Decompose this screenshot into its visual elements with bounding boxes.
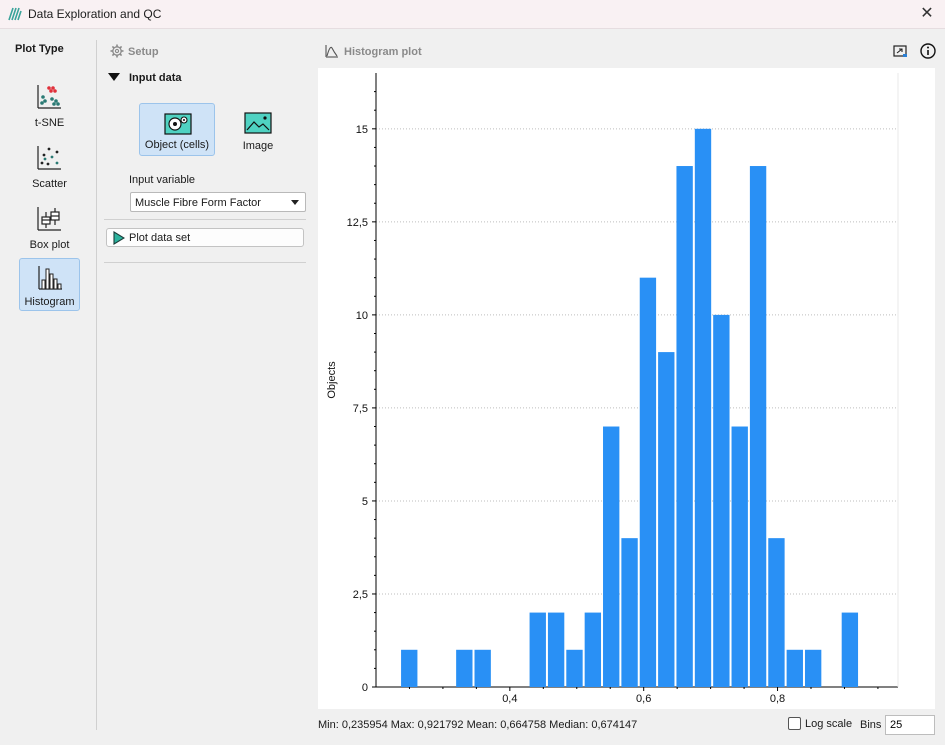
plot-type-label: t-SNE xyxy=(34,117,65,129)
input-variable-value: Muscle Fibre Form Factor xyxy=(135,197,261,209)
input-data-section-toggle[interactable]: Input data xyxy=(108,72,182,84)
app-logo-icon xyxy=(8,7,22,21)
plot-type-label: Scatter xyxy=(32,178,67,190)
histogram-bar xyxy=(658,352,675,687)
histogram-bar xyxy=(731,426,748,687)
bins-label: Bins xyxy=(860,719,882,731)
histogram-bar xyxy=(676,166,693,688)
y-tick-label: 5 xyxy=(362,496,368,508)
y-axis-label: Objects xyxy=(326,361,338,399)
bins-input[interactable] xyxy=(885,715,935,735)
plot-type-tsne[interactable]: t-SNE xyxy=(19,78,80,131)
export-icon[interactable] xyxy=(893,44,908,58)
title-bar: Data Exploration and QC ✕ xyxy=(0,0,945,29)
image-icon xyxy=(244,112,272,134)
setup-title: Setup xyxy=(128,46,159,58)
histogram-bar xyxy=(694,128,712,687)
close-button[interactable]: ✕ xyxy=(917,4,937,24)
close-icon: ✕ xyxy=(920,5,934,22)
y-tick-label: 12,5 xyxy=(347,217,368,229)
info-icon[interactable] xyxy=(920,43,936,59)
tsne-icon xyxy=(37,85,61,109)
collapse-arrow-icon xyxy=(108,73,120,81)
histogram-icon xyxy=(38,266,62,290)
x-tick-label: 0,4 xyxy=(502,693,517,705)
input-variable-select[interactable]: Muscle Fibre Form Factor xyxy=(130,192,306,212)
histogram-bar xyxy=(401,649,418,687)
setup-header: Setup xyxy=(110,44,159,58)
setup-panel: Setup Input data Object (cells) Image In… xyxy=(104,29,306,729)
play-icon xyxy=(113,231,125,245)
chevron-down-icon xyxy=(291,200,299,205)
plot-type-label: Box plot xyxy=(29,239,70,251)
log-scale-label: Log scale xyxy=(805,718,853,730)
histogram-chart: 0 2,5 5 7,5 10 12,5 15 0,4 0,6 0,8 Objects xyxy=(326,73,899,705)
plot-type-scatter[interactable]: Scatter xyxy=(19,139,80,192)
plot-type-label: Histogram xyxy=(24,296,75,308)
plot-title: Histogram plot xyxy=(344,46,422,58)
source-image-button[interactable]: Image xyxy=(220,103,296,156)
histogram-bar xyxy=(529,612,546,687)
y-tick-label: 2,5 xyxy=(353,589,368,601)
histogram-bar xyxy=(713,314,730,687)
histogram-bar xyxy=(841,612,859,687)
gear-icon xyxy=(110,44,124,58)
source-label: Image xyxy=(242,140,274,152)
histogram-bar xyxy=(804,649,822,687)
histogram-bar xyxy=(603,426,620,687)
y-tick-label: 7,5 xyxy=(353,403,368,415)
divider xyxy=(104,262,306,263)
y-tick-label: 15 xyxy=(356,124,368,136)
input-data-title: Input data xyxy=(129,72,182,84)
histogram-header: Histogram plot xyxy=(325,44,422,58)
panel-divider xyxy=(96,40,97,730)
x-tick-label: 0,8 xyxy=(770,693,785,705)
plot-data-set-button[interactable]: Plot data set xyxy=(106,228,304,247)
window-title: Data Exploration and QC xyxy=(28,7,162,21)
histogram-bar xyxy=(474,649,491,687)
input-variable-label: Input variable xyxy=(129,174,196,186)
scatter-icon xyxy=(37,146,61,170)
plot-type-panel: Plot Type t-SNE Scatter xyxy=(0,29,88,745)
histogram-bar xyxy=(786,649,803,687)
histogram-bar xyxy=(547,612,565,687)
y-tick-label: 10 xyxy=(356,310,368,322)
object-cells-icon xyxy=(164,113,192,135)
histogram-bar xyxy=(584,612,602,687)
log-scale-checkbox[interactable] xyxy=(788,717,801,730)
log-scale-toggle[interactable]: Log scale xyxy=(788,717,852,730)
plot-type-boxplot[interactable]: Box plot xyxy=(19,200,80,253)
boxplot-icon xyxy=(37,207,61,231)
source-label: Object (cells) xyxy=(144,139,210,151)
x-tick-label: 0,6 xyxy=(636,693,651,705)
histogram-bar xyxy=(621,538,638,687)
histogram-plot-icon xyxy=(325,45,338,58)
histogram-bar xyxy=(639,277,657,687)
plot-type-histogram[interactable]: Histogram xyxy=(19,258,80,311)
plot-button-label: Plot data set xyxy=(129,232,191,244)
y-tick-label: 0 xyxy=(362,682,368,694)
histogram-bar xyxy=(749,166,767,688)
plot-type-title: Plot Type xyxy=(15,43,64,55)
statistics-summary: Min: 0,235954 Max: 0,921792 Mean: 0,6647… xyxy=(318,719,638,731)
divider xyxy=(104,219,306,220)
histogram-bar xyxy=(566,649,583,687)
source-object-cells-button[interactable]: Object (cells) xyxy=(139,103,215,156)
histogram-plot-area[interactable]: 0 2,5 5 7,5 10 12,5 15 0,4 0,6 0,8 Objects xyxy=(318,68,935,709)
histogram-bar xyxy=(768,538,785,687)
histogram-bar xyxy=(456,649,473,687)
